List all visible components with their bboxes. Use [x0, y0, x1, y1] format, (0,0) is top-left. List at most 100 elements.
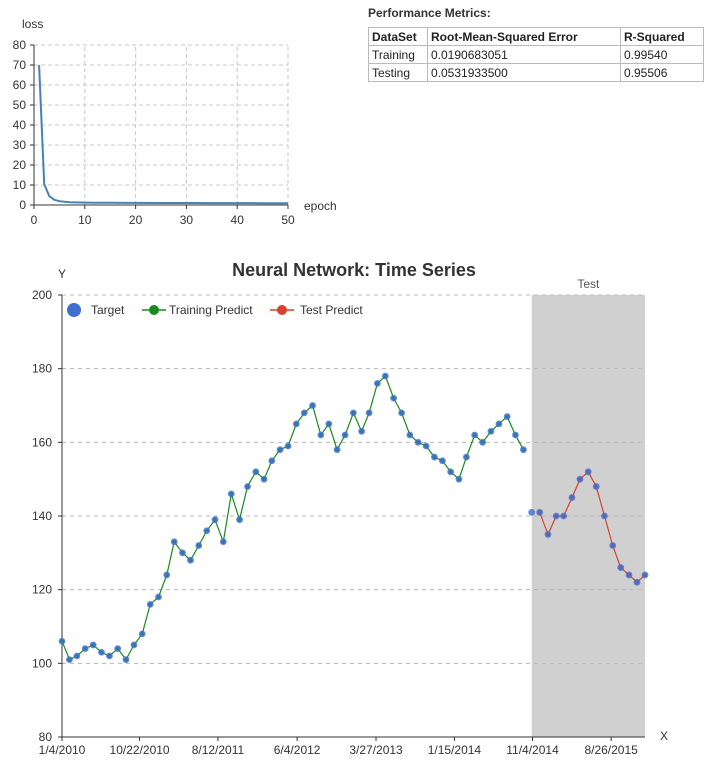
main-x-tick-label: 3/27/2013 — [349, 743, 403, 757]
target-point — [633, 578, 641, 586]
target-point — [227, 490, 235, 498]
target-point — [495, 420, 503, 428]
target-point — [106, 652, 113, 660]
main-x-tick-label: 1/15/2014 — [428, 743, 482, 757]
target-point — [552, 512, 560, 520]
header-r-squared: R-Squared — [620, 27, 704, 46]
target-point — [431, 453, 438, 461]
loss-x-tick-label: 20 — [129, 213, 143, 225]
target-point — [358, 427, 366, 435]
target-point — [365, 409, 373, 417]
target-point — [73, 652, 81, 660]
legend-target-marker — [67, 303, 81, 317]
target-point — [325, 420, 333, 428]
target-point — [170, 538, 178, 546]
target-point — [601, 512, 608, 520]
main-x-tick-label: 8/12/2011 — [192, 743, 245, 757]
loss-y-tick-label: 10 — [13, 178, 27, 192]
target-point — [455, 475, 463, 483]
loss-x-label: epoch — [304, 199, 337, 213]
loss-x-tick-label: 30 — [180, 213, 194, 225]
target-point — [536, 508, 544, 516]
x-axis-label: X — [660, 729, 668, 743]
main-gridlines — [62, 294, 645, 664]
target-point — [479, 438, 487, 446]
metrics-title: Performance Metrics: — [368, 6, 491, 20]
target-point — [609, 542, 617, 549]
main-y-tick-label: 140 — [32, 509, 52, 523]
y-axis-label: Y — [58, 267, 66, 281]
target-point — [503, 413, 511, 420]
target-point — [560, 512, 568, 520]
target-series — [58, 372, 649, 664]
main-axes — [58, 294, 645, 741]
loss-y-label: loss — [22, 17, 43, 31]
target-point — [138, 630, 146, 638]
target-point — [544, 531, 552, 538]
target-point — [268, 457, 276, 465]
target-point — [203, 527, 211, 535]
target-point — [98, 648, 105, 656]
target-point — [625, 571, 633, 579]
target-point — [179, 549, 186, 557]
loss-axes — [30, 44, 289, 209]
metrics-row-testing: Testing 0.0531933500 0.95506 — [368, 63, 704, 82]
target-point — [66, 656, 73, 664]
target-point — [422, 442, 430, 450]
training-label: Training — [368, 45, 428, 64]
target-point — [58, 637, 66, 645]
training-r-squared: 0.99540 — [620, 45, 704, 64]
loss-x-tick-label: 10 — [78, 213, 92, 225]
loss-x-tick-label: 50 — [281, 213, 295, 225]
legend-training-label: Training Predict — [169, 303, 253, 317]
loss-y-tick-label: 30 — [13, 138, 27, 152]
target-point — [592, 483, 600, 490]
main-y-tick-label: 160 — [32, 435, 52, 449]
loss-y-tick-label: 70 — [13, 58, 27, 72]
target-point — [252, 468, 260, 476]
target-point — [155, 593, 162, 601]
test-region-label: Test — [577, 277, 600, 291]
metrics-header-row: DataSet Root-Mean-Squared Error R-Square… — [368, 27, 704, 46]
loss-gridlines — [34, 44, 289, 205]
legend-test-label: Test Predict — [300, 303, 363, 317]
target-point — [414, 438, 422, 446]
training-predict-series — [59, 373, 526, 662]
training-predict-line — [61, 374, 524, 661]
target-point — [349, 409, 357, 417]
loss-y-tick-label: 80 — [13, 38, 27, 52]
target-point — [317, 431, 325, 439]
target-point — [333, 446, 341, 454]
loss-y-tick-label: 50 — [13, 98, 27, 112]
main-x-tick-label: 1/4/2010 — [39, 743, 86, 757]
target-point — [447, 468, 455, 476]
target-point — [520, 446, 527, 454]
metrics-table: DataSet Root-Mean-Squared Error R-Square… — [368, 27, 704, 82]
loss-y-tick-label: 20 — [13, 158, 27, 172]
main-y-tick-label: 180 — [32, 362, 52, 376]
target-point — [195, 542, 203, 549]
main-y-tick-label: 100 — [32, 656, 52, 670]
main-x-tick-label: 6/4/2012 — [274, 743, 321, 757]
target-point — [617, 564, 625, 571]
target-point — [211, 516, 219, 524]
performance-metrics: Performance Metrics: DataSet Root-Mean-S… — [368, 6, 704, 82]
target-point — [487, 427, 495, 435]
loss-y-tick-label: 60 — [13, 78, 27, 92]
main-x-tick-label: 8/26/2015 — [584, 743, 638, 757]
main-y-tick-label: 80 — [39, 730, 53, 744]
target-point — [300, 409, 308, 417]
target-point — [130, 641, 138, 649]
legend-test-marker — [277, 305, 287, 315]
target-point — [512, 431, 519, 439]
main-x-tick-label: 11/4/2014 — [506, 743, 559, 757]
target-point — [390, 394, 398, 402]
target-point — [309, 402, 316, 409]
legend: Target Training Predict Test Predict — [67, 303, 363, 317]
target-point — [122, 656, 130, 664]
target-point — [584, 468, 592, 476]
target-point — [236, 516, 243, 524]
target-point — [187, 556, 194, 564]
target-point — [641, 571, 649, 579]
target-point — [471, 431, 479, 439]
